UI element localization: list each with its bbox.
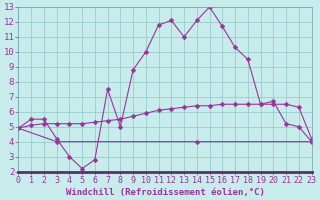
X-axis label: Windchill (Refroidissement éolien,°C): Windchill (Refroidissement éolien,°C)	[66, 188, 264, 197]
